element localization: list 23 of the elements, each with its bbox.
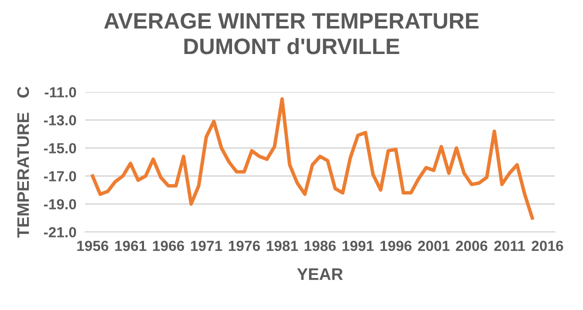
x-tick-label: 2016 <box>532 240 564 252</box>
y-axis-title: TEMPERATURE C <box>17 86 30 238</box>
y-tick-label: -13.0 <box>44 115 76 126</box>
y-tick-label: -17.0 <box>44 171 76 182</box>
x-tick-label: 2011 <box>494 240 525 252</box>
line-series <box>90 97 534 220</box>
x-tick-label: 1986 <box>304 240 336 252</box>
x-tick-label: 1996 <box>380 240 412 252</box>
x-tick-label: 1971 <box>190 240 222 252</box>
x-tick-label: 1956 <box>77 240 108 252</box>
x-tick-label: 1991 <box>342 240 374 252</box>
y-tick-label: -11.0 <box>44 87 76 98</box>
y-tick-label: -15.0 <box>44 143 76 154</box>
x-tick-label: 2006 <box>456 240 488 252</box>
x-tick-label: 1966 <box>153 240 184 252</box>
x-tick-label: 1961 <box>115 240 146 252</box>
chart-title: AVERAGE WINTER TEMPERATURE DUMONT d'URVILLE <box>104 12 479 54</box>
x-axis-title: YEAR <box>297 268 343 280</box>
x-tick-label: 1976 <box>228 240 260 252</box>
x-tick-label: 1981 <box>266 240 298 252</box>
y-tick-label: -19.0 <box>44 199 76 210</box>
y-tick-label: -21.0 <box>44 227 76 238</box>
x-tick-label: 2001 <box>418 240 450 252</box>
